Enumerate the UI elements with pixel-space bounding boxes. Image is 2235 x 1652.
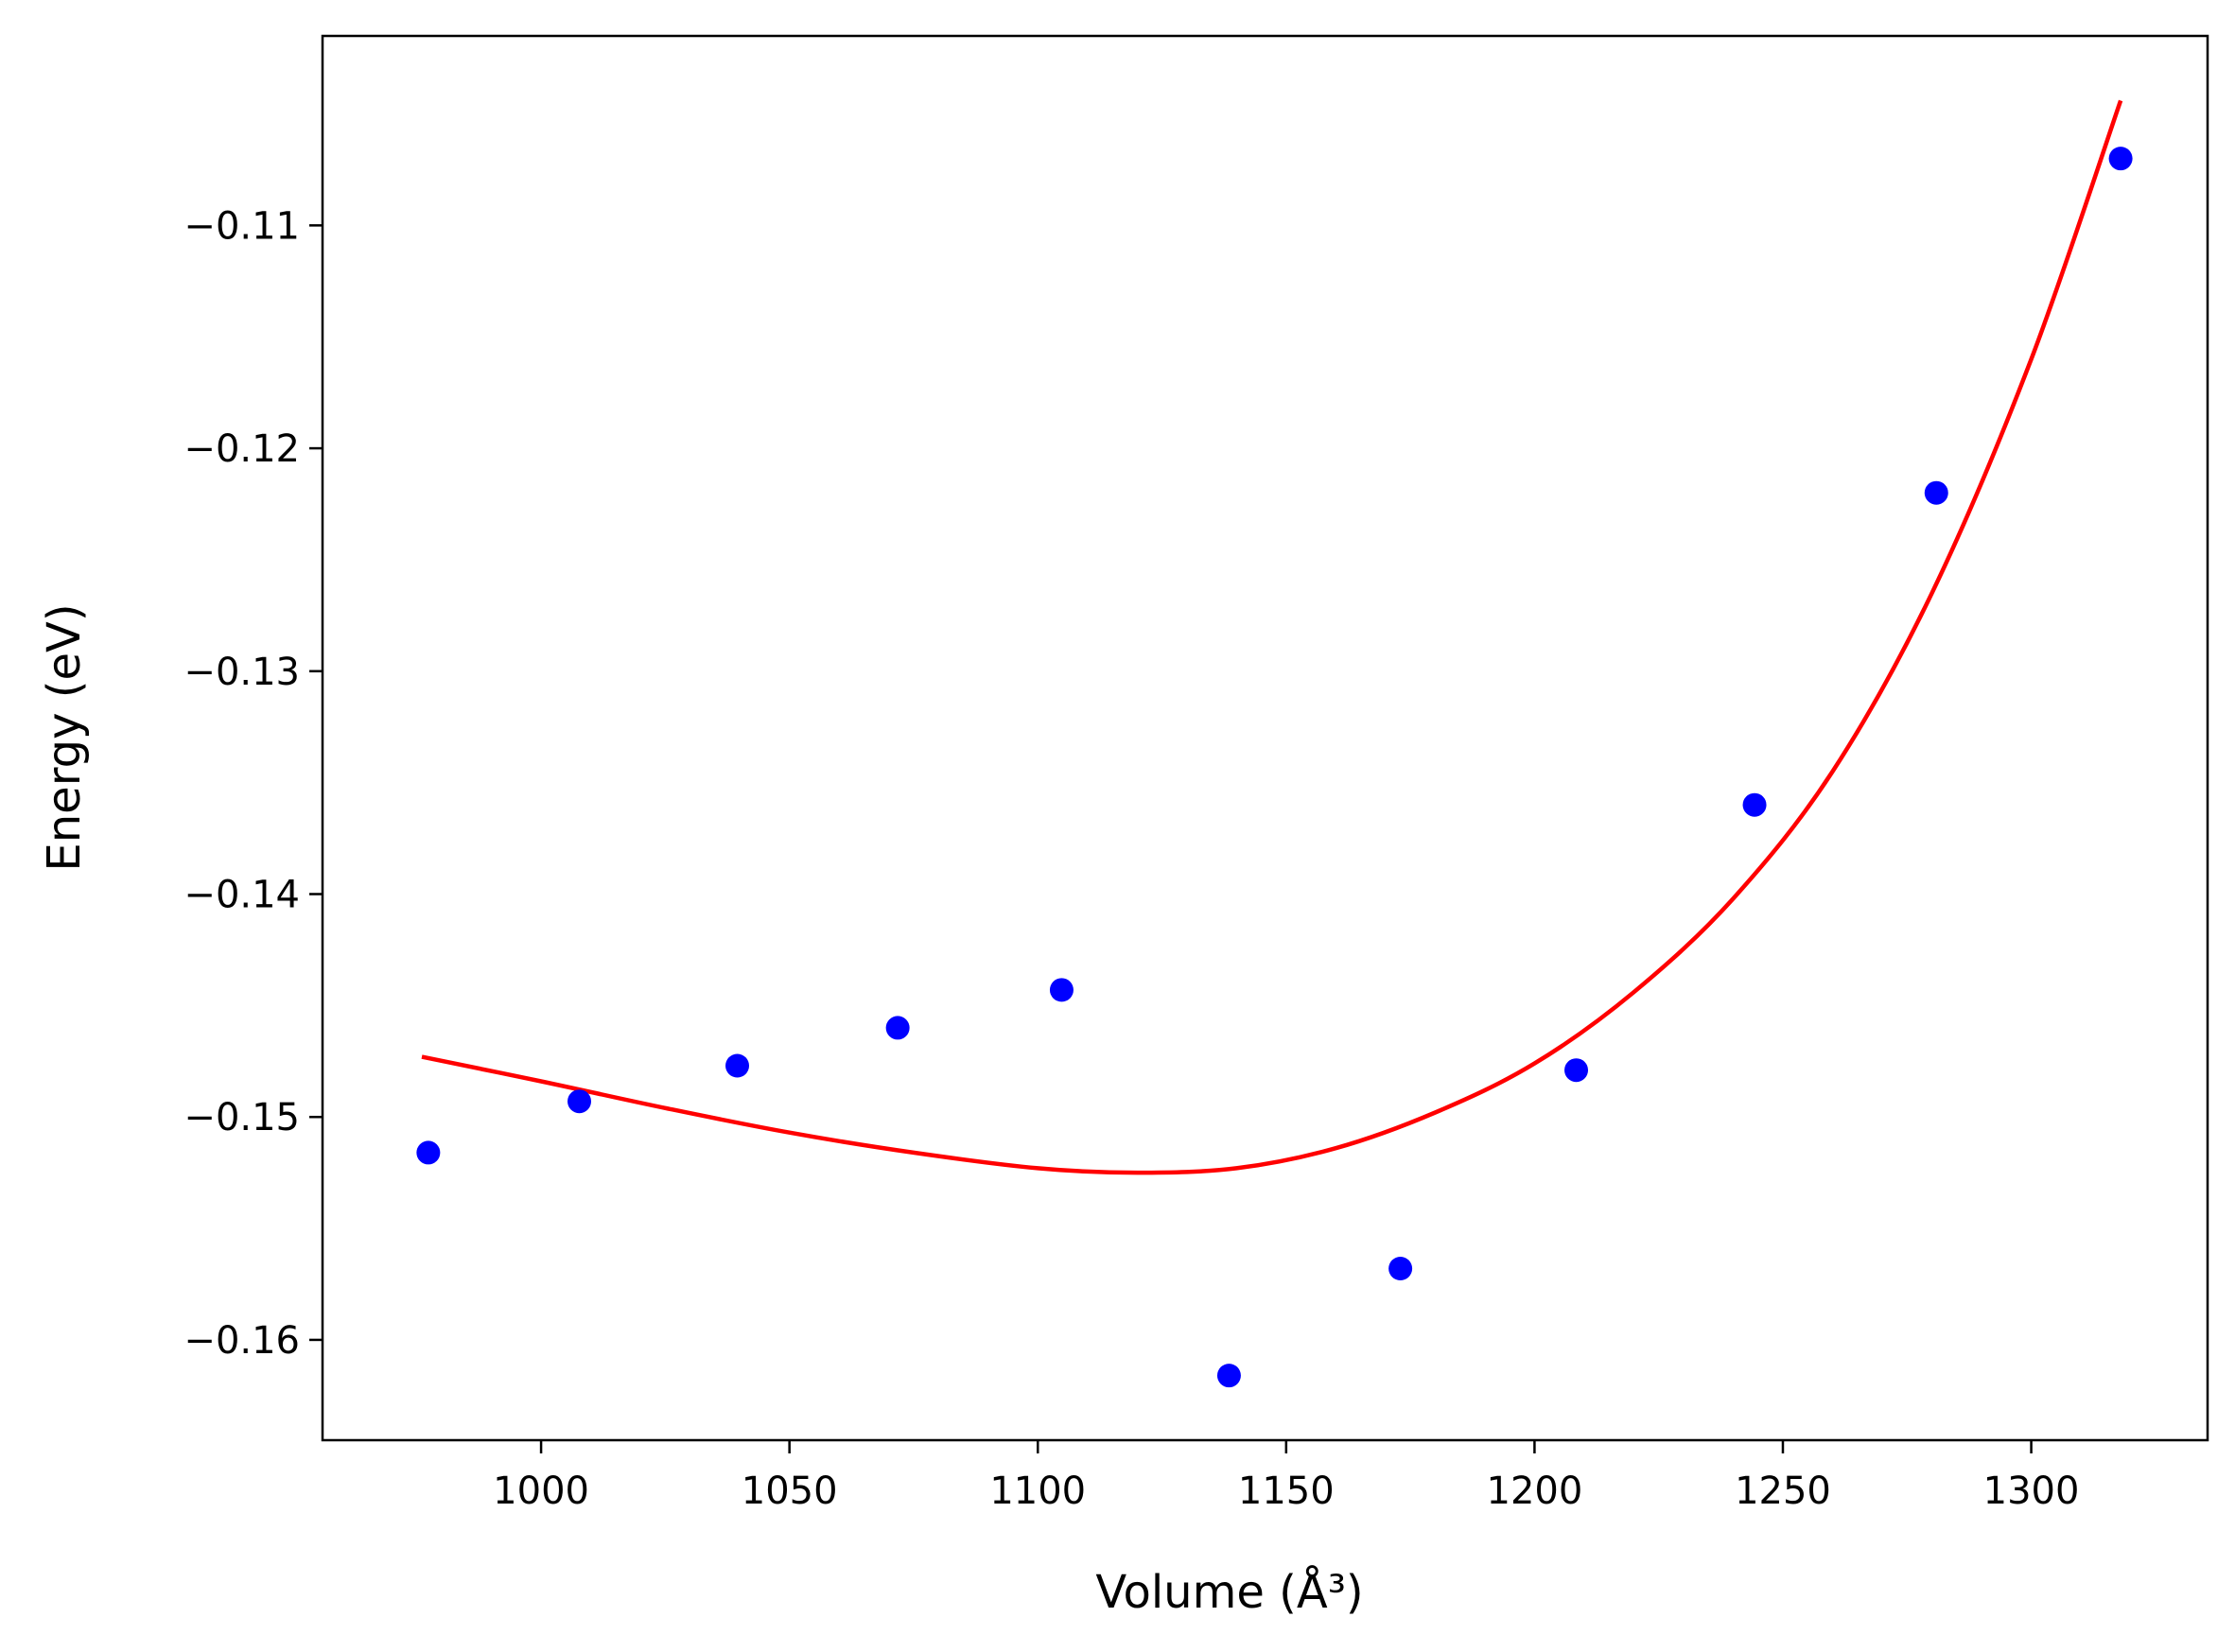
plot-frame — [321, 34, 2209, 1442]
y-tick-label: −0.14 — [183, 874, 300, 917]
y-axis-label: Energy (eV) — [38, 603, 91, 871]
scatter-points-layer — [416, 147, 2133, 1388]
x-tick-label: 1000 — [493, 1469, 589, 1513]
x-tick-label: 1100 — [989, 1469, 1086, 1513]
fit-curve-layer — [421, 99, 2123, 1175]
y-tick-label: −0.11 — [183, 204, 300, 248]
data-point-3 — [725, 1053, 750, 1078]
x-axis-label: Volume (Å³) — [1095, 1565, 1363, 1619]
data-point-5 — [1049, 978, 1074, 1002]
y-tick-label: −0.16 — [183, 1319, 300, 1363]
data-point-11 — [2108, 147, 2133, 171]
data-point-2 — [567, 1089, 592, 1114]
y-tick-label: −0.15 — [183, 1096, 300, 1139]
data-point-9 — [1742, 792, 1767, 817]
data-point-6 — [1216, 1364, 1241, 1388]
data-point-10 — [1924, 480, 1948, 505]
fit-curve-line — [421, 99, 2123, 1175]
data-point-1 — [416, 1140, 441, 1165]
data-point-8 — [1564, 1058, 1589, 1083]
y-tick-label: −0.12 — [183, 427, 300, 471]
y-axis-ticks: −0.16 −0.15 −0.14 −0.13 −0.12 −0.11 — [183, 204, 323, 1363]
x-tick-label: 1200 — [1487, 1469, 1583, 1513]
x-tick-label: 1250 — [1735, 1469, 1831, 1513]
data-point-7 — [1388, 1257, 1413, 1280]
x-axis-ticks: 1000 1050 1100 1150 1200 1250 1300 — [493, 1440, 2079, 1513]
data-point-4 — [885, 1016, 910, 1040]
x-tick-label: 1050 — [742, 1469, 838, 1513]
x-tick-label: 1150 — [1238, 1469, 1335, 1513]
y-tick-label: −0.13 — [183, 651, 300, 694]
x-tick-label: 1300 — [1983, 1469, 2080, 1513]
